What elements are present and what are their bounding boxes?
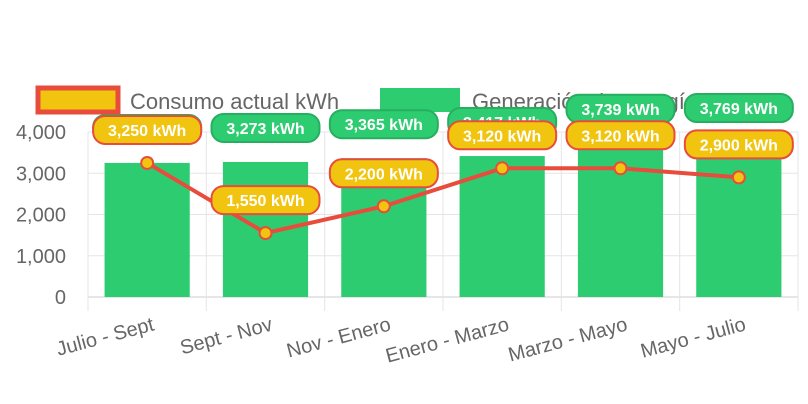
line-data-label-box <box>565 120 676 151</box>
line-data-label: 3,250 kWh <box>92 114 203 145</box>
line-data-label-box <box>328 158 439 189</box>
line-data-label-text: 3,250 kWh <box>108 123 186 140</box>
line-data-label-text: 3,120 kWh <box>581 128 659 145</box>
line-data-label-box <box>683 129 794 160</box>
x-tick-label: Julio - Sept <box>54 313 157 360</box>
y-tick-label: 0 <box>55 287 66 309</box>
bar-data-label-box <box>210 112 321 143</box>
line-data-label-box <box>210 185 321 216</box>
bar-data-label: 3,365 kWh <box>328 109 439 140</box>
y-tick-label: 2,000 <box>16 205 66 227</box>
bar-data-label: 3,769 kWh <box>683 93 794 123</box>
line-data-label-text: 2,200 kWh <box>345 166 423 183</box>
grid <box>87 131 799 311</box>
y-tick-label: 3,000 <box>16 163 66 185</box>
y-tick-label: 4,000 <box>16 122 66 144</box>
x-tick-label: Mayo - Julio <box>638 314 748 363</box>
line-data-label-box <box>92 114 203 145</box>
x-tick-label: Nov - Enero <box>284 314 393 363</box>
x-tick-label: Marzo - Mayo <box>506 314 630 367</box>
line-data-label: 1,550 kWh <box>210 185 321 216</box>
bar <box>459 156 545 297</box>
line-point <box>140 155 155 170</box>
y-tick-label: 1,000 <box>16 246 66 268</box>
line-data-label: 3,120 kWh <box>447 120 558 151</box>
legend-item-consumo[interactable]: Consumo actual kWh <box>35 85 339 115</box>
line-data-label: 2,900 kWh <box>683 129 794 160</box>
bar-data-label-box <box>683 93 794 123</box>
bar-data-label-text: 3,365 kWh <box>345 117 423 134</box>
legend-swatch-consumo <box>35 85 121 115</box>
bar <box>696 141 782 297</box>
series-line <box>146 161 739 236</box>
line-data-label-text: 2,900 kWh <box>700 137 778 154</box>
line-point <box>731 170 746 185</box>
line-data-label: 2,200 kWh <box>328 158 439 189</box>
x-tick-label: Sept - Nov <box>178 314 275 360</box>
legend-swatch-generacion <box>380 88 460 112</box>
line-series-consumo <box>140 155 746 241</box>
line-data-label-box <box>447 120 558 151</box>
bar-data-label-text: 3,739 kWh <box>581 102 659 119</box>
line-data-label-text: 3,120 kWh <box>463 128 541 145</box>
bar-data-label: 3,273 kWh <box>210 112 321 143</box>
x-tick-label: Enero - Marzo <box>383 314 511 368</box>
bar-data-label-text: 3,273 kWh <box>226 121 304 138</box>
line-point <box>613 161 628 176</box>
line-data-label-text: 1,550 kWh <box>226 193 304 210</box>
bar-data-label-box <box>328 109 439 140</box>
y-axis: 0 1,000 2,000 3,000 4,000 <box>16 122 66 309</box>
bar-data-label: 3,739 kWh <box>565 93 676 124</box>
line-point <box>376 199 391 214</box>
line-point <box>258 226 273 241</box>
line-point <box>495 161 510 176</box>
bar <box>104 162 190 297</box>
legend-label-consumo: Consumo actual kWh <box>130 89 339 114</box>
bar-data-label-text: 3,769 kWh <box>700 101 778 118</box>
line-data-label: 3,120 kWh <box>565 120 676 151</box>
